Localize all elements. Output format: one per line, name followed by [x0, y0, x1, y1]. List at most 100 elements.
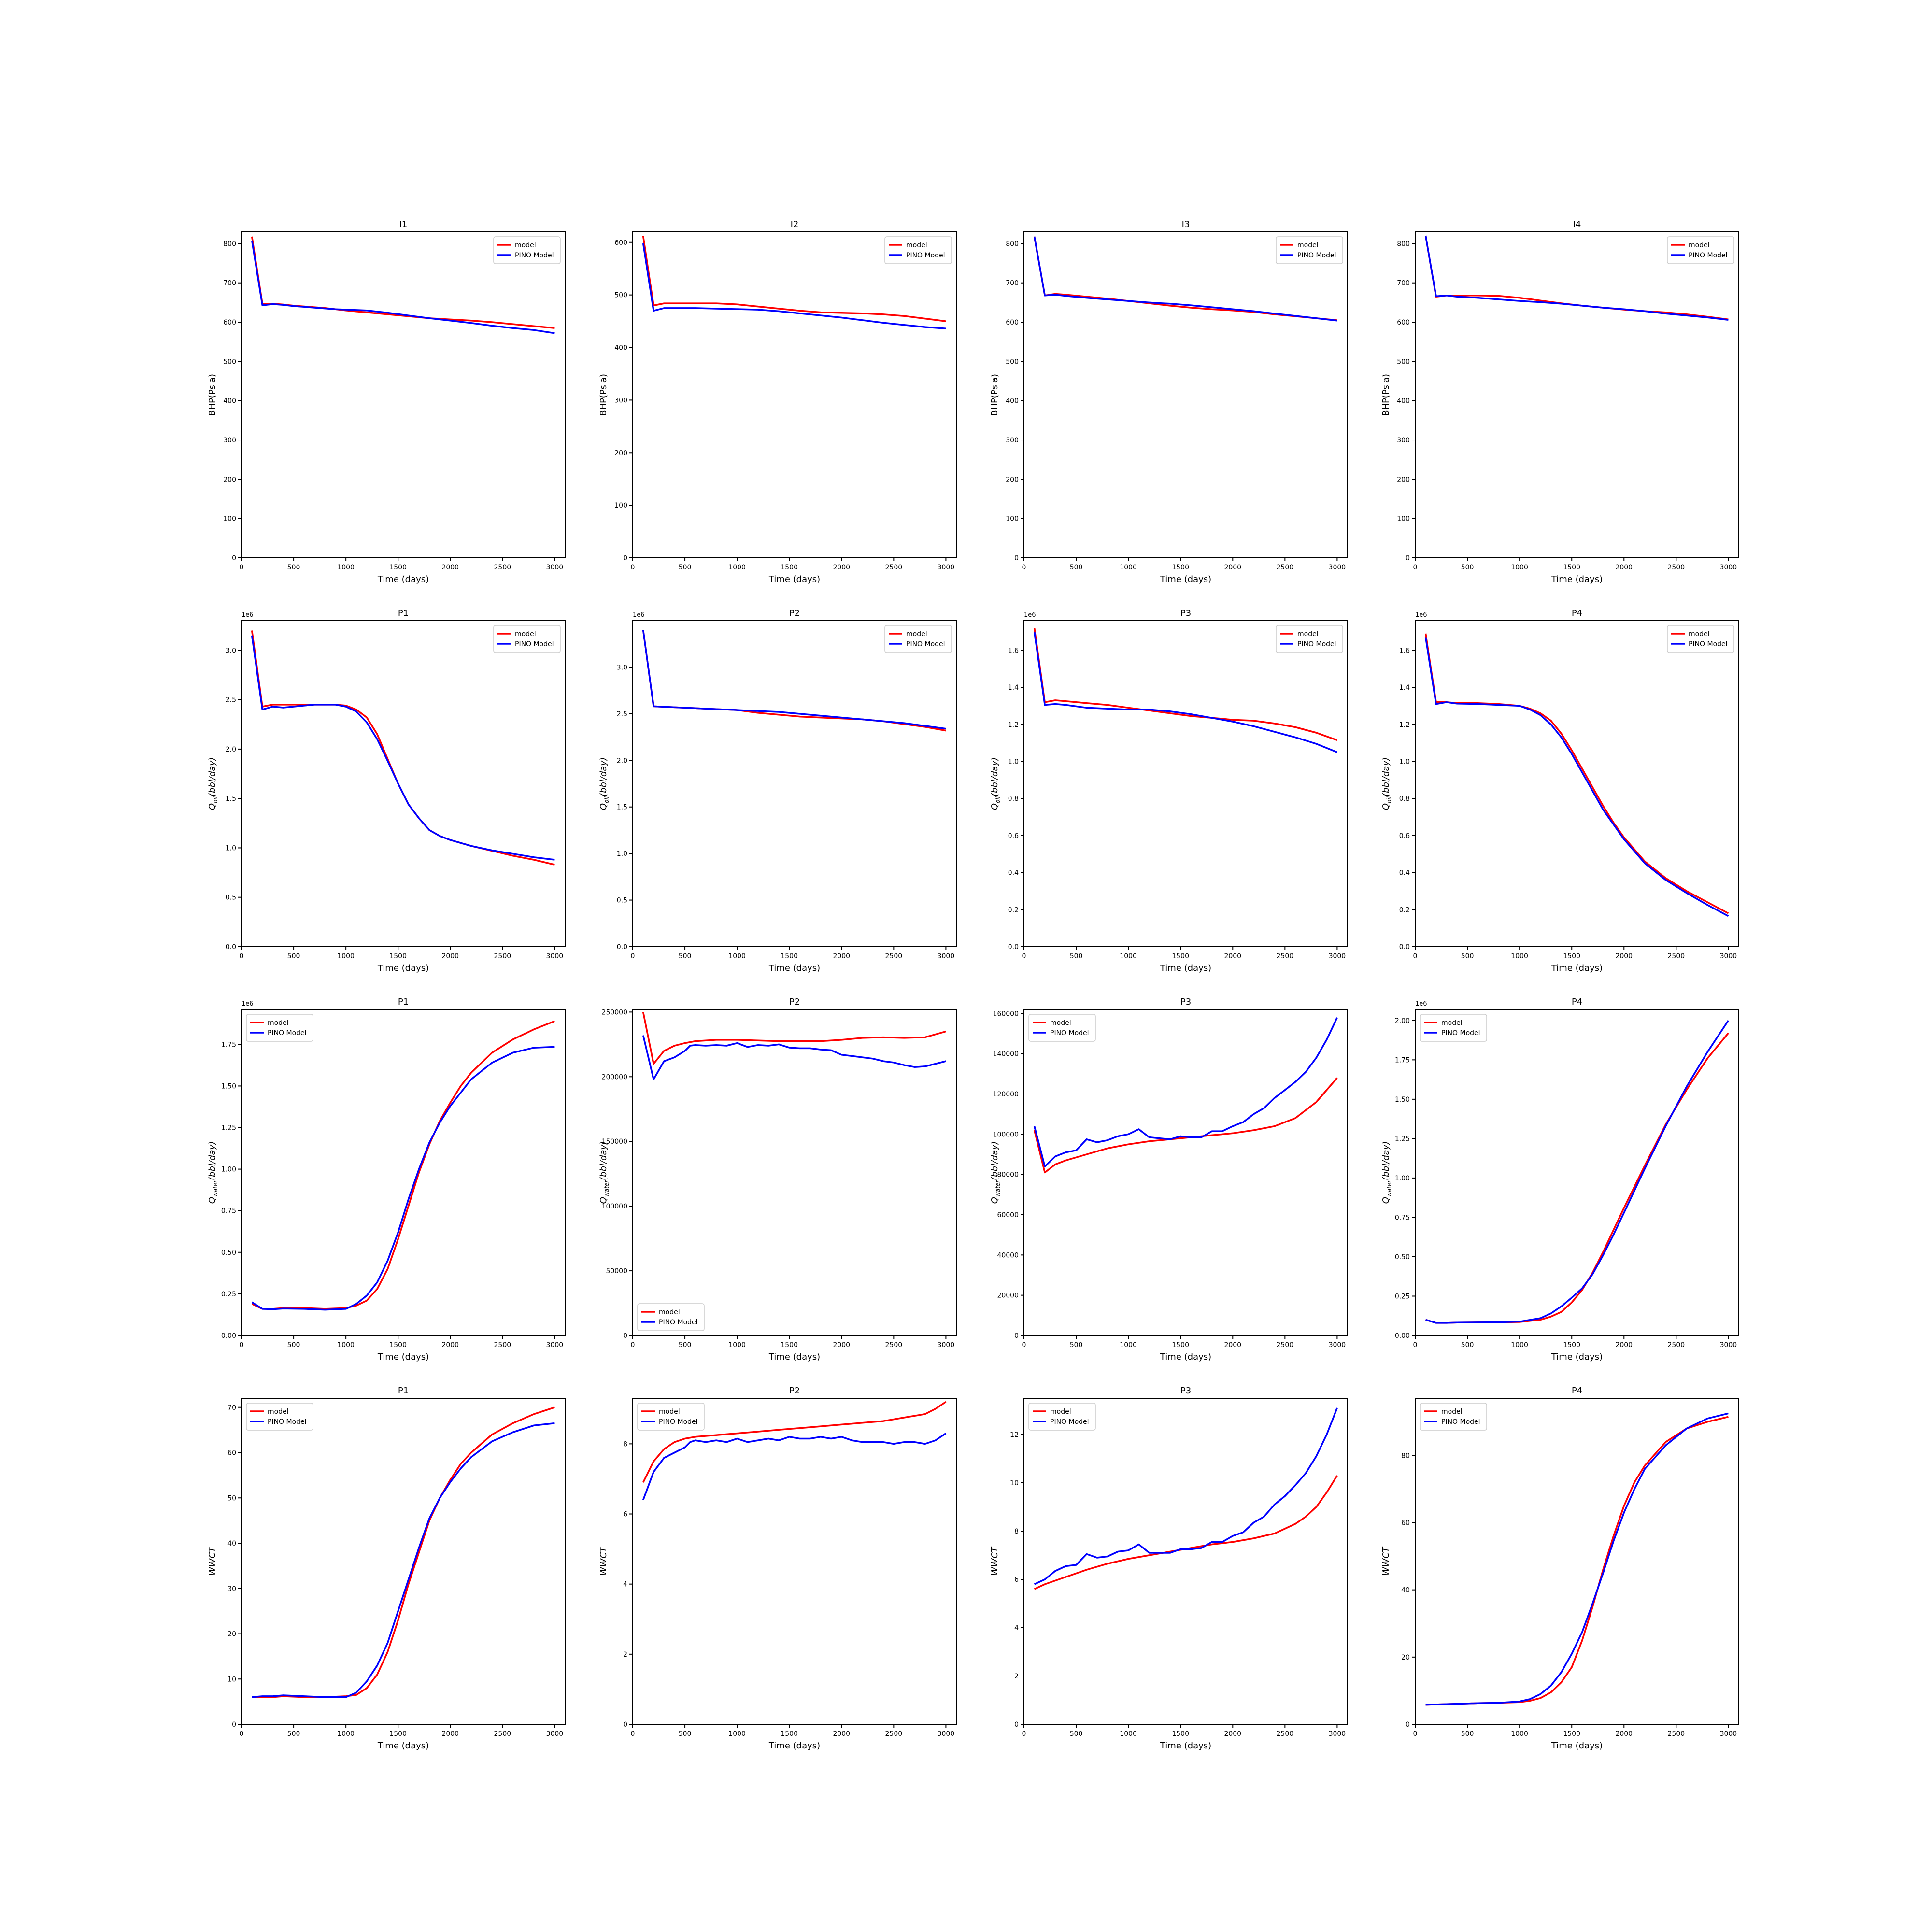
subplot-p4-4: 0 500 1000 1500 2000 2500 3000 0 20 40 60 80 P4 Time … — [1381, 1386, 1739, 1751]
subplot-p3-3: 0 500 1000 1500 2000 2500 3000 0 20000 40000 60000… — [990, 997, 1348, 1362]
series-line-pino-model — [1034, 1407, 1338, 1585]
legend-entry: PINO Model — [659, 1418, 698, 1426]
plot-frame — [241, 620, 566, 947]
x-tick-label: 3000 — [1720, 564, 1737, 571]
y-axis-label: Qoil(bbl/day) — [1381, 757, 1392, 810]
y-tick-label: 2.5 — [617, 710, 627, 718]
y-tick-label: 1.00 — [1395, 1175, 1410, 1182]
subplot-p1-3: 0 500 1000 1500 2000 2500 3000 0.00 0.25 0.50 0.75… — [207, 997, 566, 1362]
y-tick-label: 50000 — [606, 1267, 627, 1275]
series-line-pino-model — [642, 630, 946, 730]
x-tick-label: 1500 — [1172, 1341, 1189, 1349]
x-tick-label: 2500 — [494, 1341, 511, 1349]
legend-entry: model — [1297, 630, 1319, 638]
x-tick-label: 2500 — [1277, 1341, 1294, 1349]
y-tick-label: 400 — [1397, 398, 1410, 405]
x-tick-label: 3000 — [938, 952, 955, 960]
subplot-p3-4: 0 500 1000 1500 2000 2500 3000 0 2 4 6 8 10 12 P3 Time … — [990, 1386, 1348, 1751]
x-tick-label: 2000 — [1615, 564, 1633, 571]
y-tick-label: 600 — [1397, 319, 1410, 327]
subplot-p3-2: 0 500 1000 1500 2000 2500 3000 0.0 0.2 0.4 0.6 0.8 1… — [990, 608, 1348, 973]
series-line-model — [1033, 628, 1337, 741]
y-tick-label: 1.75 — [1395, 1056, 1410, 1064]
y-tick-label: 1.00 — [221, 1166, 236, 1174]
legend-box — [246, 1014, 313, 1042]
y-tick-label: 0 — [1406, 1721, 1410, 1729]
axis-offset-label: 1e6 — [1415, 611, 1427, 619]
y-tick-label: 2 — [623, 1651, 627, 1659]
x-tick-label: 0 — [631, 1341, 635, 1349]
y-tick-label: 8 — [1014, 1528, 1019, 1535]
legend: model PINO Model — [1028, 1014, 1096, 1042]
y-tick-label: 700 — [1006, 280, 1019, 287]
y-tick-label: 500 — [1397, 358, 1410, 366]
y-tick-label: 0.0 — [1008, 943, 1019, 951]
y-tick-label: 1.0 — [1399, 758, 1410, 766]
x-tick-label: 500 — [1070, 1341, 1083, 1349]
y-tick-label: 0.75 — [1395, 1214, 1410, 1222]
x-tick-label: 2500 — [494, 952, 511, 960]
x-tick-label: 1000 — [728, 1341, 746, 1349]
y-tick-label: 100000 — [602, 1203, 627, 1210]
y-tick-label: 0 — [1406, 554, 1410, 562]
series-line-pino-model — [1424, 235, 1729, 321]
y-tick-label: 600 — [223, 319, 236, 327]
y-tick-label: 0.50 — [221, 1249, 236, 1257]
x-tick-label: 2500 — [885, 952, 903, 960]
x-tick-label: 2000 — [1615, 1730, 1633, 1738]
x-tick-label: 1500 — [1563, 564, 1580, 571]
y-tick-label: 250000 — [602, 1009, 627, 1016]
x-tick-label: 2500 — [1668, 1730, 1685, 1738]
x-axis-label: Time (days) — [1551, 574, 1603, 584]
x-tick-label: 3000 — [938, 1730, 955, 1738]
x-tick-label: 2500 — [1668, 564, 1685, 571]
x-tick-label: 2500 — [1668, 1341, 1685, 1349]
legend-box — [637, 1303, 705, 1331]
subplot-p4-3: 0 500 1000 1500 2000 2500 3000 0.00 0.25 0.50 0.75… — [1381, 997, 1739, 1362]
y-tick-label: 4 — [1014, 1624, 1019, 1632]
legend: model PINO Model — [493, 236, 561, 264]
x-tick-label: 0 — [240, 952, 244, 960]
series-line-model — [1034, 1475, 1338, 1590]
y-axis-label: BHP(Psia) — [207, 374, 217, 416]
legend-entry: model — [906, 242, 927, 249]
x-tick-label: 0 — [240, 1341, 244, 1349]
legend-entry: PINO Model — [1689, 252, 1728, 259]
x-tick-label: 1000 — [1120, 1730, 1137, 1738]
y-tick-label: 1.75 — [221, 1041, 236, 1049]
y-tick-label: 500 — [614, 292, 627, 299]
plot-frame — [632, 620, 957, 947]
x-tick-label: 1500 — [1172, 952, 1189, 960]
y-tick-label: 0.6 — [1399, 832, 1410, 840]
x-tick-label: 0 — [240, 564, 244, 571]
y-tick-label: 1.4 — [1008, 684, 1019, 692]
legend-entry: PINO Model — [268, 1418, 307, 1426]
y-tick-label: 300 — [614, 397, 627, 404]
y-tick-label: 4 — [623, 1581, 627, 1589]
legend-entry: model — [1441, 1408, 1463, 1416]
x-tick-label: 1000 — [728, 564, 746, 571]
x-tick-label: 3000 — [1329, 564, 1346, 571]
y-tick-label: 0 — [232, 554, 236, 562]
x-tick-label: 1000 — [1120, 564, 1137, 571]
axis-offset-label: 1e6 — [633, 611, 645, 619]
subplot-p1-2: 0 500 1000 1500 2000 2500 3000 0.0 0.5 1.0 1.5 2.0 2… — [207, 608, 566, 973]
plot-frame — [1415, 1009, 1739, 1336]
y-tick-label: 100 — [1397, 515, 1410, 523]
y-tick-label: 300 — [1397, 437, 1410, 444]
series-line-model — [642, 1012, 946, 1065]
x-tick-label: 2500 — [1277, 952, 1294, 960]
legend-box — [637, 1403, 705, 1431]
subplot-title: P2 — [789, 1386, 800, 1396]
series-line-pino-model — [642, 1433, 947, 1501]
series-line-model — [251, 630, 555, 866]
legend-entry: PINO Model — [515, 252, 554, 259]
y-tick-label: 400 — [614, 344, 627, 352]
y-tick-label: 60 — [1401, 1519, 1410, 1527]
x-tick-label: 2000 — [1615, 952, 1633, 960]
subplot-title: I4 — [1573, 219, 1581, 229]
y-tick-label: 20 — [227, 1631, 236, 1638]
series-line-model — [642, 236, 946, 322]
legend-entry: PINO Model — [1689, 640, 1728, 648]
y-axis-label: Qwater(bbl/day) — [207, 1141, 219, 1204]
